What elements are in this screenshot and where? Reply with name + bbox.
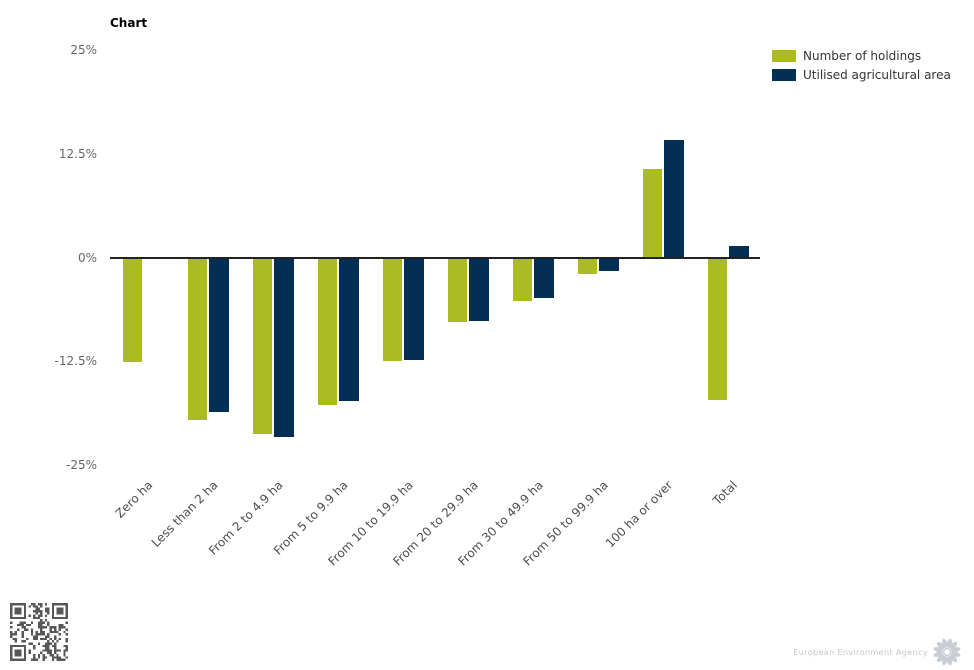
- bar-area[interactable]: [404, 258, 424, 360]
- bar-area[interactable]: [534, 258, 554, 299]
- bar-area[interactable]: [664, 139, 684, 258]
- y-axis-tick-label: -12.5%: [54, 354, 97, 369]
- bar-holdings[interactable]: [318, 258, 337, 405]
- bar-area[interactable]: [729, 245, 749, 258]
- bar-holdings[interactable]: [383, 258, 402, 362]
- y-axis-tick-label: -25%: [65, 458, 97, 472]
- bar-holdings[interactable]: [253, 258, 272, 434]
- bar-holdings[interactable]: [448, 258, 467, 323]
- legend-item-holdings[interactable]: Number of holdings: [772, 46, 951, 65]
- bar-holdings[interactable]: [513, 258, 532, 301]
- bar-area[interactable]: [469, 258, 489, 321]
- bar-area[interactable]: [339, 258, 359, 402]
- footer-agency-label: European Environment Agency: [793, 648, 928, 657]
- x-axis-tick-label: Total: [710, 478, 741, 508]
- zero-axis-line: [110, 256, 760, 259]
- bar-holdings[interactable]: [578, 258, 597, 275]
- y-axis-tick-label: 12.5%: [58, 146, 97, 161]
- legend-item-area[interactable]: Utilised agricultural area: [772, 65, 951, 84]
- bar-holdings[interactable]: [643, 168, 662, 258]
- bar-area[interactable]: [599, 258, 619, 271]
- qr-code-icon: [10, 603, 68, 661]
- legend-label-holdings: Number of holdings: [803, 48, 922, 63]
- legend-swatch-holdings: [772, 49, 796, 62]
- x-axis-tick-label: 100 ha or over: [603, 478, 676, 551]
- y-axis-tick-label: 25%: [70, 43, 97, 57]
- chart-title: Chart: [110, 16, 148, 30]
- legend: Number of holdings Utilised agricultural…: [772, 46, 951, 84]
- legend-swatch-area: [772, 68, 796, 81]
- eea-logo-icon: [931, 637, 963, 667]
- bar-area[interactable]: [209, 258, 229, 413]
- x-axis-tick-label: Zero ha: [112, 478, 156, 521]
- bar-holdings[interactable]: [188, 258, 207, 420]
- bar-holdings[interactable]: [708, 258, 727, 400]
- plot-area: [110, 45, 760, 465]
- legend-label-area: Utilised agricultural area: [803, 67, 951, 82]
- x-axis-tick-label: Less than 2 ha: [148, 478, 221, 550]
- bar-area[interactable]: [274, 258, 294, 437]
- bar-holdings[interactable]: [123, 258, 142, 363]
- y-axis-tick-label: 0%: [77, 250, 97, 265]
